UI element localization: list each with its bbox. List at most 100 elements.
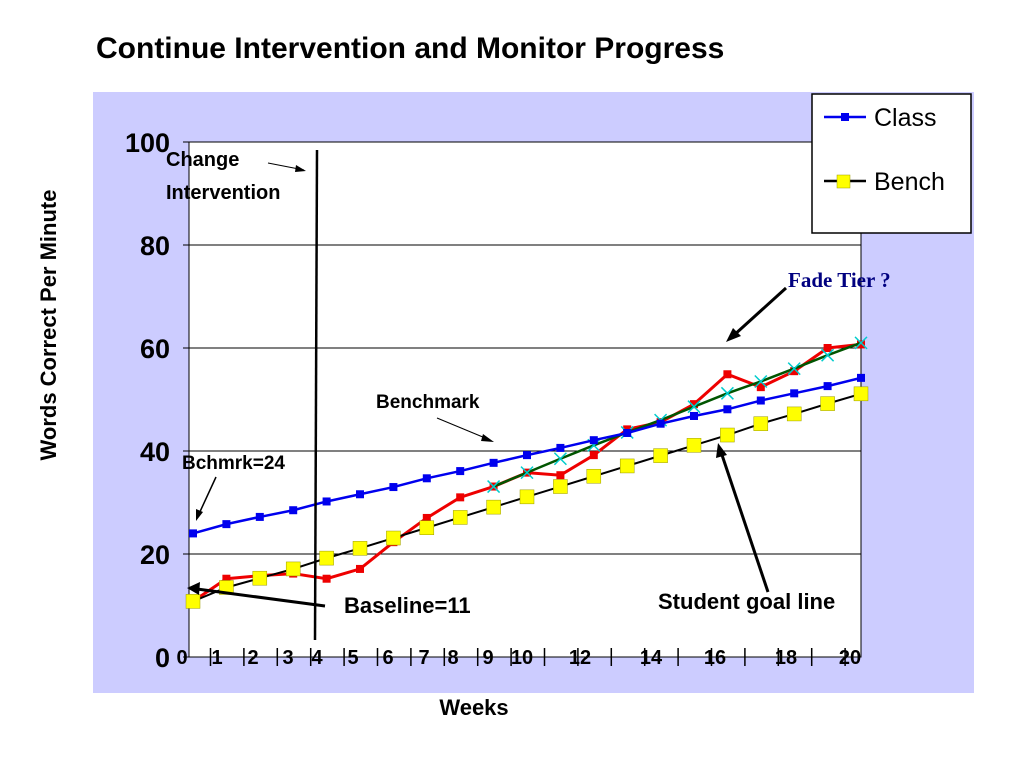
student-point (222, 574, 231, 583)
bench-point (285, 561, 301, 577)
goal-point (553, 452, 567, 466)
goal-point (787, 362, 801, 376)
class-point (289, 506, 298, 515)
bench-point (319, 550, 334, 566)
y-tick-label: 0 (155, 643, 170, 673)
change-arrowhead (295, 165, 306, 172)
class-point (556, 443, 565, 452)
class-point (589, 436, 598, 445)
annotation-benchmark: Benchmark (376, 392, 480, 413)
bench-point (519, 489, 535, 505)
x-tick-label: 12 (569, 647, 591, 669)
x-tick-label: 8 (447, 647, 458, 669)
bench-point (452, 510, 468, 525)
bench-point (352, 541, 368, 556)
x-tick-label: 18 (775, 647, 797, 669)
bench-point (386, 530, 401, 546)
student-point (589, 451, 598, 460)
class-point (489, 458, 498, 467)
bench-point (586, 468, 602, 484)
bench-point (820, 396, 835, 411)
x-tick-label: 0 (176, 647, 187, 669)
class-point (623, 428, 632, 437)
goal-point (487, 480, 501, 494)
bench-point (419, 520, 435, 535)
class-point (523, 451, 531, 460)
student-point (356, 564, 364, 573)
bench-point (486, 499, 501, 515)
x-tick-label: 14 (640, 647, 663, 669)
bchmrk-arrow (197, 476, 217, 517)
y-tick-label: 40 (140, 437, 170, 467)
goal-line (493, 341, 862, 488)
class-point (422, 474, 431, 483)
fade-tier-arrow (731, 286, 788, 338)
class-point (857, 373, 865, 382)
student-point (723, 370, 732, 379)
bench-point (252, 570, 268, 586)
class-point (222, 520, 231, 529)
student-point (756, 383, 765, 392)
baseline-arrowhead (187, 582, 200, 595)
goal-point (720, 386, 734, 400)
legend: Class Bench (811, 93, 972, 234)
goal-point (821, 348, 835, 362)
class-point (356, 490, 364, 499)
annotation-baseline: Baseline=11 (344, 593, 471, 618)
class-point (456, 467, 465, 476)
legend-class-label: Class (874, 104, 937, 132)
bench-point (185, 594, 201, 609)
student-point (690, 400, 698, 409)
legend-bench-label: Bench (874, 168, 945, 196)
legend-class-marker (841, 113, 849, 121)
class-point (723, 405, 732, 414)
x-tick-labels: 0 1 2 3 4 5 6 7 8 9 10 12 14 16 18 20 (176, 647, 861, 669)
student-point (857, 340, 865, 349)
bench-point (686, 438, 702, 453)
y-tick-label: 20 (140, 540, 170, 570)
goal-point (754, 374, 768, 389)
grid-lines (183, 141, 861, 658)
benchmark-arrow (436, 417, 491, 441)
slide-title: Continue Intervention and Monitor Progre… (96, 32, 725, 65)
goal-line-arrow (719, 451, 770, 593)
student-point (422, 513, 431, 522)
x-tick-label: 16 (704, 647, 726, 669)
annotation-bchmrk: Bchmrk=24 (182, 453, 285, 474)
x-tick-label: 10 (511, 647, 533, 669)
y-axis-label: Words Correct Per Minute (36, 190, 61, 461)
student-point (823, 344, 832, 352)
legend-bench-marker (836, 174, 851, 189)
bench-point (553, 479, 568, 494)
class-point (823, 382, 832, 391)
class-point (790, 389, 799, 398)
x-tick-label: 2 (247, 647, 258, 669)
goal-point (687, 400, 701, 414)
bchmrk-arrowhead (196, 509, 203, 521)
x-tick-label: 1 (211, 647, 222, 669)
y-tick-label: 100 (125, 128, 170, 158)
class-point (189, 529, 197, 538)
annotation-change: Change (166, 149, 239, 171)
bench-point (853, 386, 869, 402)
y-tick-labels: 0 20 40 60 80 100 (125, 128, 170, 673)
student-point (556, 471, 565, 480)
annotation-fade-tier: Fade Tier ? (788, 268, 891, 292)
y-tick-label: 80 (140, 231, 170, 261)
baseline-arrow (196, 587, 326, 608)
bench-point (619, 458, 635, 474)
y-tick-label: 60 (140, 334, 170, 364)
x-tick-label: 20 (839, 647, 861, 669)
class-point (255, 512, 264, 521)
student-point (790, 367, 799, 376)
student-point (322, 574, 331, 583)
x-axis-label: Weeks (439, 695, 508, 720)
goal-point (854, 336, 868, 350)
goal-line-arrowhead (716, 443, 727, 458)
class-point (656, 419, 665, 428)
benchmark-arrowhead (481, 434, 494, 442)
annotation-student-goal-line: Student goal line (658, 589, 835, 614)
goal-point (520, 466, 534, 480)
class-point (322, 497, 331, 506)
series-layer (185, 336, 869, 609)
